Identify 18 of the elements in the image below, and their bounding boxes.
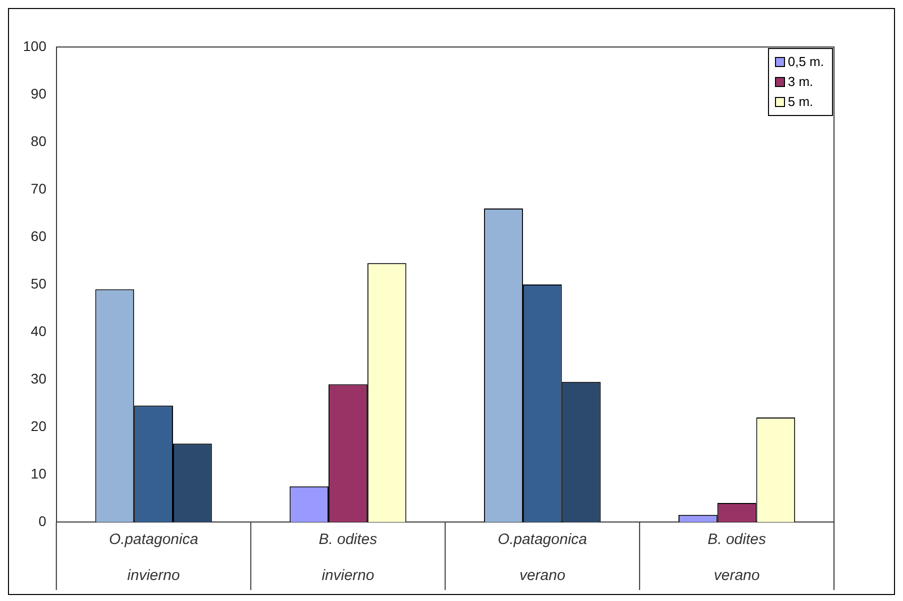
y-tick-label: 60 bbox=[30, 228, 47, 244]
y-tick-label: 70 bbox=[30, 180, 47, 196]
y-tick-label: 80 bbox=[30, 132, 47, 149]
y-tick-label: 100 bbox=[23, 38, 47, 54]
category-label: O.patagonica invierno bbox=[108, 531, 198, 584]
y-tick-label: 50 bbox=[30, 275, 47, 292]
legend-label: 3 m. bbox=[788, 73, 814, 91]
category-label: O.patagonica verano bbox=[498, 531, 587, 584]
y-tick-label: 20 bbox=[30, 418, 47, 434]
y-tick-label: 90 bbox=[30, 85, 47, 102]
y-tick-label: 40 bbox=[30, 322, 47, 339]
legend-label: 5 m. bbox=[788, 93, 814, 111]
y-tick-label: 30 bbox=[30, 370, 47, 386]
legend-label: 0,5 m. bbox=[788, 53, 824, 71]
category-label: B. odites verano bbox=[708, 531, 766, 584]
y-tick-label: 10 bbox=[30, 465, 47, 482]
category-label: B. odites invierno bbox=[318, 531, 378, 584]
y-tick-label: 0 bbox=[38, 512, 47, 529]
